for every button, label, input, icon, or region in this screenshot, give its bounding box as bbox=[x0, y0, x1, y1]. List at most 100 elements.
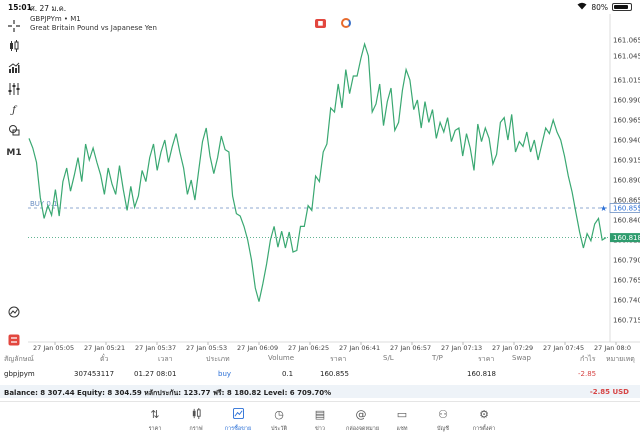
battery-icon bbox=[612, 3, 632, 11]
x-tick-label: 27 Jan 07:13 bbox=[441, 344, 482, 352]
current-price-tag: 160.818 bbox=[610, 233, 640, 243]
header-ticket: ตั๋ว bbox=[100, 355, 109, 363]
battery-percent: 80% bbox=[591, 2, 608, 12]
position-row[interactable]: gbpjpym 307453117 01.27 08:01 buy 0.1 16… bbox=[0, 370, 640, 382]
position-volume: 0.1 bbox=[282, 370, 294, 378]
y-tick-label: 160.890 bbox=[613, 177, 640, 185]
header-type: ประเภท bbox=[206, 355, 230, 363]
x-tick-label: 27 Jan 06:57 bbox=[390, 344, 431, 352]
y-tick-label: 160.715 bbox=[613, 317, 640, 325]
tab-chat[interactable]: ▭ แชท bbox=[387, 408, 417, 433]
settings-icon: ⚙ bbox=[479, 408, 489, 421]
trade-icon bbox=[223, 408, 253, 422]
chart-symbol-title: GBPJPYm • M1 bbox=[30, 15, 81, 23]
header-profit: กำไร bbox=[580, 355, 596, 363]
positions-header: สัญลักษณ์ ตั๋ว เวลา ประเภท Volume ราคา S… bbox=[0, 354, 640, 366]
function-icon[interactable]: ƒ bbox=[12, 104, 16, 116]
chart-toolbar: ƒ M1 bbox=[0, 14, 28, 350]
tab-chart[interactable]: กราฟ bbox=[181, 408, 211, 433]
accounts-icon: ⚇ bbox=[438, 408, 448, 421]
y-tick-label: 160.915 bbox=[613, 157, 640, 165]
x-tick-label: 27 Jan 05:53 bbox=[186, 344, 227, 352]
x-tick-label: 27 Jan 06:09 bbox=[237, 344, 278, 352]
star-icon: ★ bbox=[600, 204, 607, 213]
tab-mailbox[interactable]: @ กล่องจดหมาย bbox=[346, 408, 380, 432]
y-tick-label: 160.940 bbox=[613, 137, 640, 145]
header-tp: T/P bbox=[432, 354, 443, 362]
position-symbol: gbpjpym bbox=[4, 370, 35, 378]
trend-icon[interactable] bbox=[5, 304, 23, 320]
svg-text:160.818: 160.818 bbox=[613, 234, 640, 242]
crosshair-icon[interactable] bbox=[5, 18, 23, 34]
position-ticket: 307453117 bbox=[74, 370, 115, 378]
one-click-trading-icon[interactable] bbox=[5, 332, 23, 348]
x-tick-label: 27 Jan 05:21 bbox=[84, 344, 125, 352]
svg-text:160.855: 160.855 bbox=[613, 205, 640, 213]
position-time: 01.27 08:01 bbox=[134, 370, 177, 378]
y-tick-label: 161.065 bbox=[613, 37, 640, 45]
position-profit: -2.85 bbox=[578, 370, 597, 378]
x-tick-label: 27 Jan 07:45 bbox=[543, 344, 584, 352]
flag-icon: ■ bbox=[315, 19, 326, 28]
y-tick-label: 160.740 bbox=[613, 297, 640, 305]
account-currency: USD bbox=[612, 388, 629, 396]
position-open-price: 160.855 bbox=[320, 370, 349, 378]
position-current-price: 160.818 bbox=[467, 370, 496, 378]
x-tick-label: 27 Jan 07:29 bbox=[492, 344, 533, 352]
status-time: 15:01 bbox=[8, 3, 32, 12]
x-tick-label: 27 Jan 06:41 bbox=[339, 344, 380, 352]
x-tick-label: 27 Jan 06:25 bbox=[288, 344, 329, 352]
candles-icon[interactable] bbox=[5, 38, 23, 54]
header-volume: Volume bbox=[268, 354, 295, 362]
header-current-price: ราคา bbox=[478, 355, 495, 363]
y-tick-label: 160.840 bbox=[613, 217, 640, 225]
y-tick-label: 160.790 bbox=[613, 257, 640, 265]
y-tick-label: 161.045 bbox=[613, 53, 640, 61]
chart-icon bbox=[181, 408, 211, 422]
header-price: ราคา bbox=[330, 355, 347, 363]
x-tick-label: 27 Jan 05:37 bbox=[135, 344, 176, 352]
y-tick-label: 160.990 bbox=[613, 97, 640, 105]
y-tick-label: 160.965 bbox=[613, 117, 640, 125]
quotes-icon: ⇅ bbox=[150, 408, 160, 421]
y-tick-label: 160.865 bbox=[613, 197, 640, 205]
tab-settings[interactable]: ⚙ การตั้งค่า bbox=[469, 408, 499, 433]
status-date: ศ. 27 ม.ค. bbox=[30, 4, 67, 13]
header-comment: หมายเหตุ bbox=[606, 355, 635, 363]
objects-icon[interactable] bbox=[5, 122, 23, 138]
wifi-icon bbox=[577, 2, 587, 12]
settings-sliders-icon[interactable] bbox=[5, 81, 23, 97]
chart-symbol-description: Great Britain Pound vs Japanese Yen bbox=[30, 24, 157, 32]
header-time: เวลา bbox=[158, 355, 173, 363]
tab-history[interactable]: ◷ ประวัติ bbox=[264, 408, 294, 433]
status-right: 80% bbox=[577, 2, 632, 12]
tab-trade[interactable]: การซื้อขาย bbox=[223, 408, 253, 433]
header-swap: Swap bbox=[512, 354, 531, 362]
y-tick-label: 161.015 bbox=[613, 77, 640, 85]
price-line-series bbox=[28, 41, 607, 302]
position-type: buy bbox=[218, 370, 232, 378]
bottom-tab-bar: ⇅ ราคา กราฟ การซื้อขาย ◷ ประวัติ ▤ ข่าว … bbox=[0, 401, 640, 447]
history-icon: ◷ bbox=[274, 408, 284, 421]
news-icon: ▤ bbox=[314, 408, 326, 421]
y-tick-label: 160.765 bbox=[613, 277, 640, 285]
status-bar: 15:01 ศ. 27 ม.ค. 80% bbox=[0, 0, 640, 13]
x-tick-label: 27 Jan 08:0 bbox=[594, 344, 631, 352]
x-tick-label: 27 Jan 05:05 bbox=[33, 344, 74, 352]
refresh-icon bbox=[341, 18, 351, 28]
account-profit: -2.85 bbox=[589, 388, 610, 396]
buy-order-label: BUY 0.1 bbox=[30, 200, 58, 208]
buy-price-tag: ★ 160.855 bbox=[600, 203, 640, 213]
chat-icon: ▭ bbox=[396, 408, 408, 421]
tab-news[interactable]: ▤ ข่าว bbox=[305, 408, 335, 433]
account-summary-bar: Balance: 8 307.44 Equity: 8 304.59 หลักป… bbox=[0, 385, 640, 398]
indicators-icon[interactable] bbox=[5, 60, 23, 76]
tab-quotes[interactable]: ⇅ ราคา bbox=[140, 408, 170, 433]
mailbox-icon: @ bbox=[355, 408, 367, 421]
tab-accounts[interactable]: ⚇ บัญชี bbox=[428, 408, 458, 433]
price-chart[interactable]: 161.065 161.045 161.015 160.990 160.965 160.9… bbox=[0, 0, 640, 353]
header-sl: S/L bbox=[383, 354, 394, 362]
header-symbol: สัญลักษณ์ bbox=[4, 355, 34, 363]
account-summary: Balance: 8 307.44 Equity: 8 304.59 หลักป… bbox=[4, 389, 332, 397]
timeframe-button[interactable]: M1 bbox=[6, 148, 22, 158]
